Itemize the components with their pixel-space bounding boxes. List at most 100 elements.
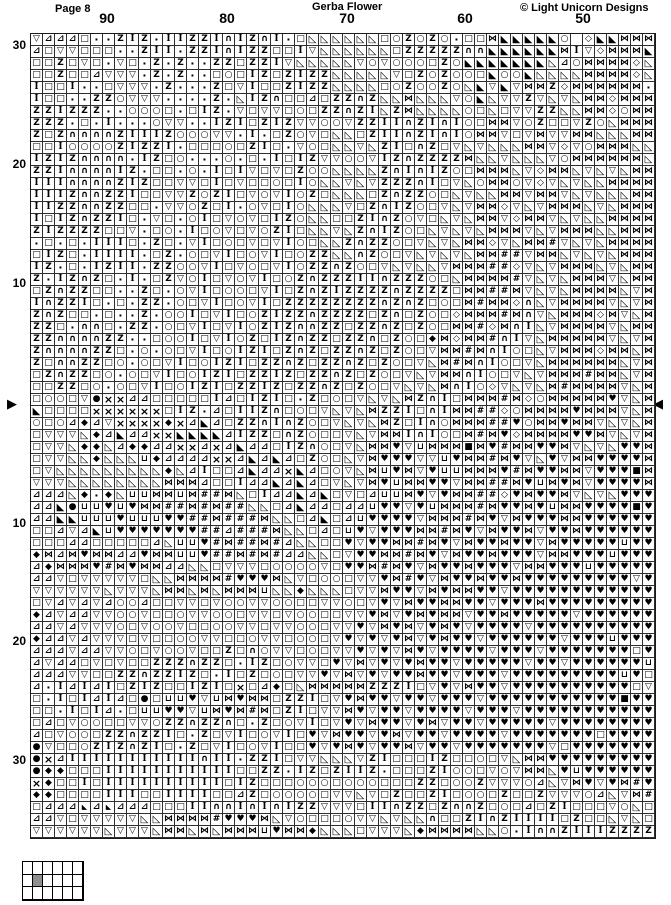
grid-cell: ♥ xyxy=(547,466,559,478)
grid-cell: ♥ xyxy=(499,502,511,514)
grid-cell: ⋈ xyxy=(547,418,559,430)
grid-cell: Z xyxy=(151,262,163,274)
grid-cell: ▽ xyxy=(307,658,319,670)
grid-cell: ⋈ xyxy=(559,298,571,310)
grid-cell: ♥ xyxy=(535,466,547,478)
grid-cell: ▽ xyxy=(355,814,367,826)
grid-cell: ⋈ xyxy=(583,226,595,238)
grid-cell: Z xyxy=(343,334,355,346)
grid-cell: # xyxy=(247,538,259,550)
grid-cell: ▽ xyxy=(547,214,559,226)
page-cell xyxy=(63,874,73,887)
grid-cell: ○ xyxy=(307,778,319,790)
grid-cell: ▽ xyxy=(415,562,427,574)
grid-cell: ▽ xyxy=(463,622,475,634)
grid-cell: I xyxy=(91,262,103,274)
grid-cell: ♥ xyxy=(643,574,655,586)
grid-cell: ◺ xyxy=(379,70,391,82)
grid-cell: I xyxy=(211,766,223,778)
grid-cell: # xyxy=(271,538,283,550)
grid-cell: Z xyxy=(247,346,259,358)
grid-cell: ○ xyxy=(463,118,475,130)
grid-cell: I xyxy=(391,118,403,130)
grid-cell: ○ xyxy=(439,418,451,430)
grid-cell: □ xyxy=(139,790,151,802)
grid-cell: Z xyxy=(79,286,91,298)
grid-cell: ∩ xyxy=(55,334,67,346)
grid-cell: ○ xyxy=(175,154,187,166)
grid-cell: I xyxy=(283,238,295,250)
grid-cell: I xyxy=(271,118,283,130)
grid-cell: ▽ xyxy=(559,634,571,646)
grid-cell: ▽ xyxy=(607,322,619,334)
grid-cell: ♥ xyxy=(559,766,571,778)
grid-cell: Z xyxy=(415,130,427,142)
grid-cell: □ xyxy=(115,226,127,238)
grid-cell: □ xyxy=(355,802,367,814)
grid-cell: Z xyxy=(391,274,403,286)
grid-cell: ○ xyxy=(91,142,103,154)
grid-cell: ⊔ xyxy=(619,538,631,550)
grid-cell: ○ xyxy=(463,130,475,142)
grid-cell: ◣ xyxy=(319,514,331,526)
grid-cell: Z xyxy=(259,754,271,766)
grid-cell: ⋈ xyxy=(415,478,427,490)
grid-cell: □ xyxy=(259,670,271,682)
grid-cell: # xyxy=(379,562,391,574)
grid-cell: # xyxy=(211,490,223,502)
grid-cell: ▽ xyxy=(115,814,127,826)
grid-cell: ○ xyxy=(343,778,355,790)
grid-cell: ◆ xyxy=(139,442,151,454)
grid-cell: ◺ xyxy=(511,238,523,250)
grid-cell: Z xyxy=(415,322,427,334)
grid-cell: ○ xyxy=(415,202,427,214)
grid-cell: ◣ xyxy=(199,430,211,442)
grid-cell: Z xyxy=(187,34,199,46)
grid-cell: □ xyxy=(67,310,79,322)
grid-cell: ○ xyxy=(463,70,475,82)
grid-cell: ♥ xyxy=(535,610,547,622)
grid-cell: □ xyxy=(139,538,151,550)
grid-cell: □ xyxy=(31,286,43,298)
grid-cell: ◺ xyxy=(631,418,643,430)
grid-cell: ♥ xyxy=(343,730,355,742)
grid-cell: ◺ xyxy=(607,202,619,214)
grid-cell: ∩ xyxy=(283,418,295,430)
grid-cell: ▽ xyxy=(79,814,91,826)
grid-cell: □ xyxy=(319,766,331,778)
grid-cell: □ xyxy=(91,790,103,802)
grid-cell: ♥ xyxy=(499,622,511,634)
grid-cell: ▽ xyxy=(535,202,547,214)
grid-cell: Z xyxy=(499,790,511,802)
grid-cell: ◺ xyxy=(151,826,163,838)
grid-cell: ♥ xyxy=(595,694,607,706)
grid-cell: ♥ xyxy=(631,766,643,778)
grid-cell: ◺ xyxy=(607,190,619,202)
grid-cell: ∩ xyxy=(79,202,91,214)
grid-cell: ◺ xyxy=(619,334,631,346)
grid-cell: ♥ xyxy=(187,526,199,538)
grid-cell: I xyxy=(55,190,67,202)
grid-cell: ▽ xyxy=(319,598,331,610)
grid-cell: × xyxy=(103,394,115,406)
grid-cell: ▽ xyxy=(295,754,307,766)
grid-cell: ♥ xyxy=(475,670,487,682)
grid-cell: ♥ xyxy=(511,610,523,622)
grid-cell: □ xyxy=(31,382,43,394)
grid-cell: Z xyxy=(343,94,355,106)
grid-cell: Z xyxy=(247,142,259,154)
grid-cell: Z xyxy=(247,382,259,394)
grid-cell: I xyxy=(103,790,115,802)
grid-cell: ♥ xyxy=(415,646,427,658)
grid-cell: ♥ xyxy=(547,490,559,502)
grid-cell: ▽ xyxy=(343,202,355,214)
grid-cell: ◺ xyxy=(631,814,643,826)
grid-cell: ♥ xyxy=(523,610,535,622)
grid-cell: Z xyxy=(319,274,331,286)
grid-cell: Z xyxy=(331,322,343,334)
grid-cell: ∩ xyxy=(427,418,439,430)
grid-cell: ♥ xyxy=(643,610,655,622)
grid-cell: □ xyxy=(43,82,55,94)
grid-cell: ⊔ xyxy=(175,538,187,550)
grid-cell: ⊿ xyxy=(211,406,223,418)
